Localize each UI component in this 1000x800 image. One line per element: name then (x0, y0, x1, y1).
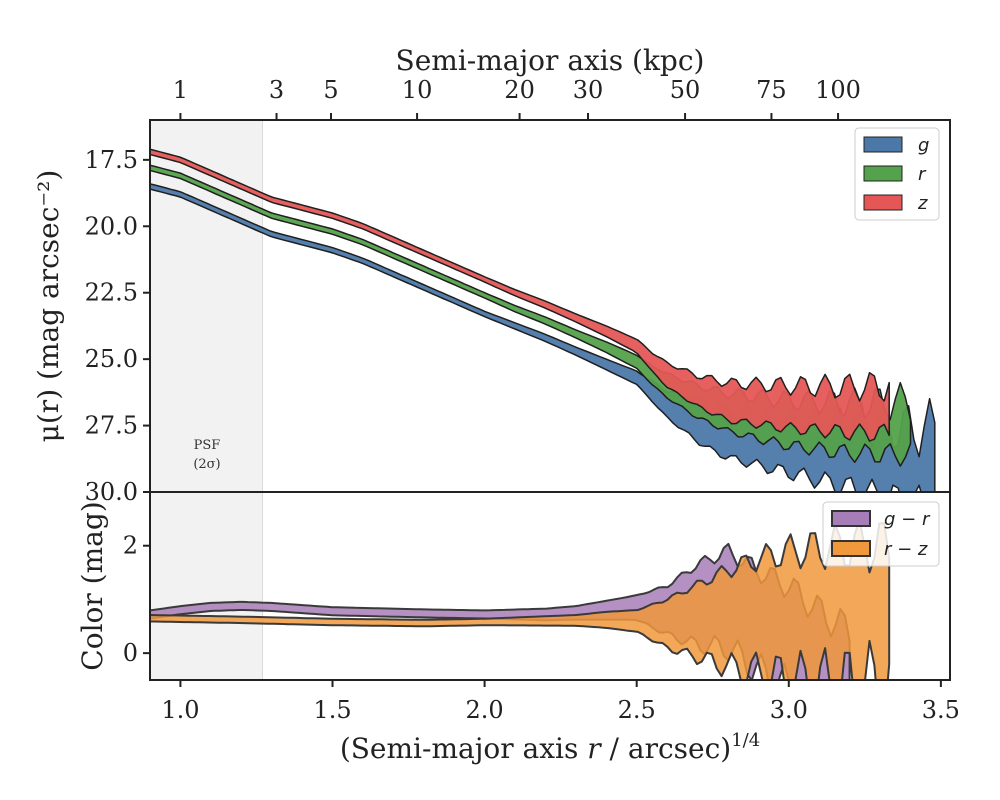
top-legend: g r z (854, 127, 940, 221)
legend-swatch-z (863, 194, 903, 211)
band-z (150, 148, 890, 442)
bottom-y-ticks: 02 (123, 532, 150, 667)
legend-swatch-g (863, 136, 903, 153)
top-y-tick-label: 30.0 (85, 478, 138, 506)
top-series-group (150, 148, 936, 492)
bottom-x-tick-label: 1.0 (161, 696, 199, 724)
top-kpc-tick-label: 10 (402, 76, 433, 104)
top-y-tick-label: 20.0 (85, 212, 138, 240)
top-kpc-tick-label: 50 (670, 76, 701, 104)
bottom-x-tick-label: 2.0 (466, 696, 504, 724)
legend-label-r-minus-z: r − z (884, 539, 928, 560)
psf-region-bottom (150, 492, 263, 680)
top-y-tick-label: 27.5 (85, 412, 138, 440)
bottom-y-tick-label: 2 (123, 532, 138, 560)
top-y-tick-label: 17.5 (85, 146, 138, 174)
top-kpc-tick-label: 3 (269, 76, 284, 104)
psf-region-top (150, 120, 263, 492)
legend-label-g: g (918, 135, 929, 156)
bottom-x-tick-label: 3.0 (770, 696, 808, 724)
top-kpc-tick-label: 5 (323, 76, 338, 104)
bottom-x-tick-label: 3.5 (922, 696, 960, 724)
surface-brightness-panel: PSF (2σ) 17.5 20.0 22.5 25.0 27.5 30.0 1 3 5 10 2… (85, 76, 951, 506)
bottom-legend: g − r r − z (822, 501, 940, 567)
bottom-x-tick-label: 1.5 (313, 696, 351, 724)
legend-swatch-r (863, 165, 903, 182)
top-y-tick-label: 22.5 (85, 279, 138, 307)
legend-swatch-r-minus-z (831, 540, 871, 557)
top-kpc-tick-label: 20 (504, 76, 535, 104)
bottom-plot-frame (149, 491, 951, 681)
bottom-x-tick-label: 2.5 (618, 696, 656, 724)
top-kpc-tick-label: 1 (173, 76, 188, 104)
top-kpc-tick-label: 30 (573, 76, 604, 104)
bottom-x-ticks: 1.0 1.5 2.0 2.5 3.0 3.5 (161, 680, 960, 724)
legend-label-r: r (918, 164, 927, 185)
top-kpc-tick-label: 75 (756, 76, 787, 104)
psf-label-line1: PSF (194, 438, 221, 453)
top-y-tick-label: 25.0 (85, 345, 138, 373)
legend-label-z: z (917, 193, 928, 214)
legend-label-g-minus-r: g − r (884, 509, 931, 530)
top-kpc-ticks: 1 3 5 10 20 30 50 75 100 (173, 76, 861, 120)
psf-label-line2: (2σ) (193, 457, 220, 472)
top-x-axis-title: Semi-major axis (kpc) (396, 44, 705, 77)
top-y-axis-title: μ(r) (mag arcsec⁻²) (32, 170, 65, 443)
bottom-x-axis-title: (Semi-major axis r / arcsec)1/4 (340, 730, 760, 765)
top-kpc-tick-label: 100 (815, 76, 861, 104)
color-panel: 02 1.0 1.5 2.0 2.5 3.0 3.5 (123, 491, 960, 724)
bottom-y-axis-title: Color (mag) (76, 501, 109, 670)
top-y-ticks: 17.5 20.0 22.5 25.0 27.5 30.0 (85, 146, 150, 506)
legend-swatch-g-minus-r (831, 510, 871, 527)
bottom-y-tick-label: 0 (123, 639, 138, 667)
